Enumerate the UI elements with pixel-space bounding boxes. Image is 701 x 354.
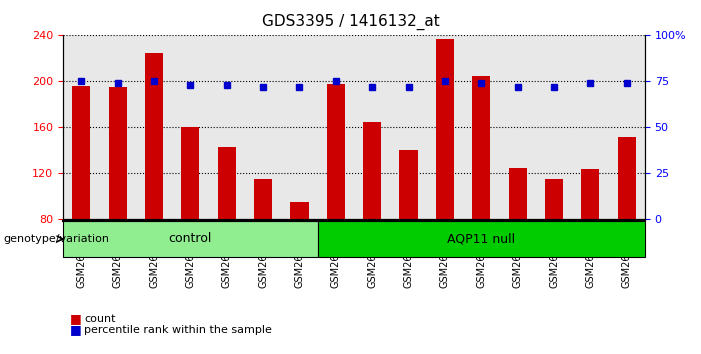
Bar <box>290 202 308 312</box>
Bar <box>182 127 200 312</box>
Text: percentile rank within the sample: percentile rank within the sample <box>84 325 272 335</box>
Text: genotype/variation: genotype/variation <box>4 234 109 244</box>
Bar <box>217 147 236 312</box>
Bar <box>363 122 381 312</box>
Text: GDS3395 / 1416132_at: GDS3395 / 1416132_at <box>261 14 440 30</box>
Bar <box>545 179 563 312</box>
Bar <box>618 137 636 312</box>
Bar <box>581 169 599 312</box>
Text: control: control <box>169 233 212 245</box>
Bar <box>400 150 418 312</box>
Bar <box>508 168 526 312</box>
Bar <box>327 84 345 312</box>
Bar <box>472 76 491 312</box>
Bar <box>72 86 90 312</box>
Bar <box>254 179 272 312</box>
Bar <box>436 39 454 312</box>
Text: AQP11 null: AQP11 null <box>447 233 515 245</box>
Text: ■: ■ <box>70 312 82 325</box>
Text: ■: ■ <box>70 323 82 336</box>
Bar <box>145 53 163 312</box>
Bar <box>109 87 127 312</box>
Text: count: count <box>84 314 116 324</box>
